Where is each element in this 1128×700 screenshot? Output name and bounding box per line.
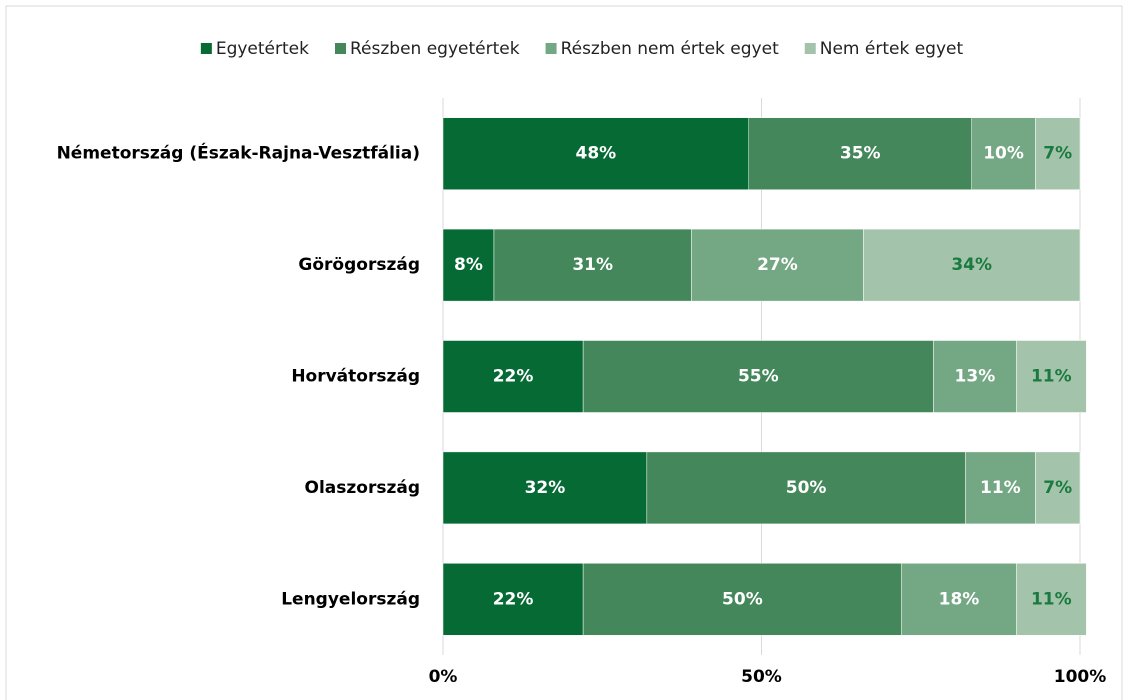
bar-segment [971, 117, 1036, 190]
bar-segment [442, 340, 584, 413]
data-label: 32% [525, 478, 566, 498]
bar-segment [582, 340, 934, 413]
x-tick-label: 100% [1054, 667, 1107, 687]
data-label: 50% [722, 589, 763, 609]
bar-segment [933, 340, 1017, 413]
data-label: 11% [980, 478, 1021, 498]
data-label: 31% [572, 255, 613, 275]
y-tick-label: Olaszország [305, 478, 420, 498]
bar-segment [1016, 563, 1087, 636]
data-label: 27% [757, 255, 798, 275]
data-label: 11% [1031, 589, 1072, 609]
data-label: 10% [983, 144, 1024, 164]
bar-segment [901, 563, 1017, 636]
bar-segment [442, 451, 648, 525]
frame [5, 5, 1123, 700]
data-label: 34% [951, 255, 992, 275]
data-label: 48% [576, 144, 617, 164]
bar-segment [442, 228, 495, 302]
y-tick-label: Lengyelország [281, 589, 420, 609]
legend: Egyetértek Részben egyetértek Részben nem … [200, 39, 964, 59]
bar-segment [691, 228, 864, 302]
y-tick-label: Horvátország [291, 367, 420, 387]
bar-segment [582, 563, 902, 636]
legend-label: Nem értek egyet [820, 39, 964, 59]
data-label: 13% [955, 367, 996, 387]
x-tick-label: 0% [429, 667, 458, 687]
bar-segment [493, 228, 692, 302]
data-label: 35% [840, 144, 881, 164]
legend-label: Részben egyetértek [350, 39, 520, 59]
bar-segment [1035, 117, 1081, 190]
data-label: 8% [454, 255, 483, 275]
y-tick-label: Németország (Észak-Rajna-Vesztfália) [57, 142, 420, 164]
data-label: 22% [493, 367, 534, 387]
legend-label: Részben nem értek egyet [561, 39, 780, 59]
legend-swatch [334, 43, 346, 54]
legend-label: Egyetértek [216, 39, 309, 59]
bars: Németország (Észak-Rajna-Vesztfália) 48% 3… [57, 117, 1087, 636]
x-tick-label: 50% [741, 667, 782, 687]
data-label: 18% [939, 589, 980, 609]
legend-swatch [545, 43, 557, 54]
data-label: 55% [738, 367, 779, 387]
data-label: 7% [1043, 144, 1072, 164]
bar-segment [863, 228, 1081, 302]
data-label: 50% [786, 478, 827, 498]
bar-segment [646, 451, 966, 525]
data-label: 7% [1043, 478, 1072, 498]
bar-segment [442, 563, 584, 636]
legend-swatch [200, 43, 212, 54]
data-label: 22% [493, 589, 534, 609]
bar-segment [748, 117, 972, 190]
bar-segment [1035, 451, 1081, 525]
y-tick-label: Görögország [298, 255, 420, 275]
bar-segment [1016, 340, 1087, 413]
bar-segment [965, 451, 1036, 525]
data-label: 11% [1031, 367, 1072, 387]
legend-swatch [804, 43, 816, 54]
